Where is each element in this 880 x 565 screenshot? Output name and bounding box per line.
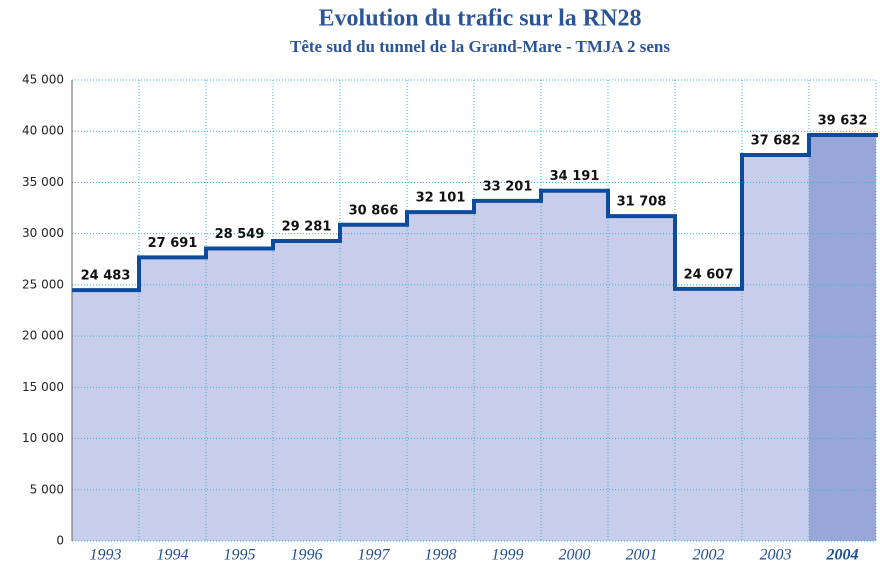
x-tick-label: 2002 [693, 547, 725, 564]
bar [72, 290, 139, 541]
value-label: 39 632 [818, 113, 868, 128]
x-tick-label: 1994 [157, 547, 189, 564]
value-label: 32 101 [416, 191, 466, 206]
x-tick-label: 2004 [826, 547, 859, 564]
bar [608, 216, 675, 541]
value-label: 30 866 [349, 203, 399, 218]
bar [474, 200, 541, 541]
x-tick-label: 1993 [90, 547, 122, 564]
bar [675, 288, 742, 541]
y-tick-label: 35 000 [22, 175, 64, 189]
y-tick-label: 10 000 [22, 431, 64, 445]
chart-title: Evolution du trafic sur la RN28 [319, 6, 642, 32]
bar [541, 190, 608, 542]
bar [206, 248, 273, 541]
x-tick-label: 2001 [626, 547, 658, 564]
value-label: 31 708 [617, 195, 667, 210]
y-tick-label: 45 000 [22, 73, 64, 87]
y-tick-label: 5 000 [30, 482, 64, 496]
value-label: 24 483 [81, 269, 131, 284]
bar [742, 154, 809, 541]
value-label: 27 691 [148, 236, 198, 251]
y-tick-label: 20 000 [22, 329, 64, 343]
bar [809, 134, 876, 541]
value-label: 29 281 [282, 220, 332, 235]
x-tick-label: 2000 [559, 547, 591, 564]
value-label: 34 191 [550, 169, 600, 184]
x-tick-label: 1999 [492, 547, 524, 564]
bar [273, 241, 340, 542]
x-tick-label: 1996 [291, 547, 323, 564]
value-label: 37 682 [751, 133, 801, 148]
chart-subtitle: Tête sud du tunnel de la Grand-Mare - TM… [290, 37, 670, 56]
x-tick-label: 2003 [760, 547, 792, 564]
y-tick-label: 25 000 [22, 277, 64, 291]
bar [407, 212, 474, 542]
value-label: 33 201 [483, 179, 533, 194]
bar [340, 224, 407, 541]
y-tick-label: 0 [56, 534, 64, 548]
value-label: 28 549 [215, 227, 265, 242]
x-tick-label: 1995 [224, 547, 256, 564]
y-tick-label: 40 000 [22, 124, 64, 138]
y-tick-label: 15 000 [22, 380, 64, 394]
value-label: 24 607 [684, 267, 734, 282]
x-tick-label: 1997 [358, 547, 391, 564]
y-tick-label: 30 000 [22, 226, 64, 240]
bar [139, 257, 206, 541]
x-tick-label: 1998 [425, 547, 457, 564]
